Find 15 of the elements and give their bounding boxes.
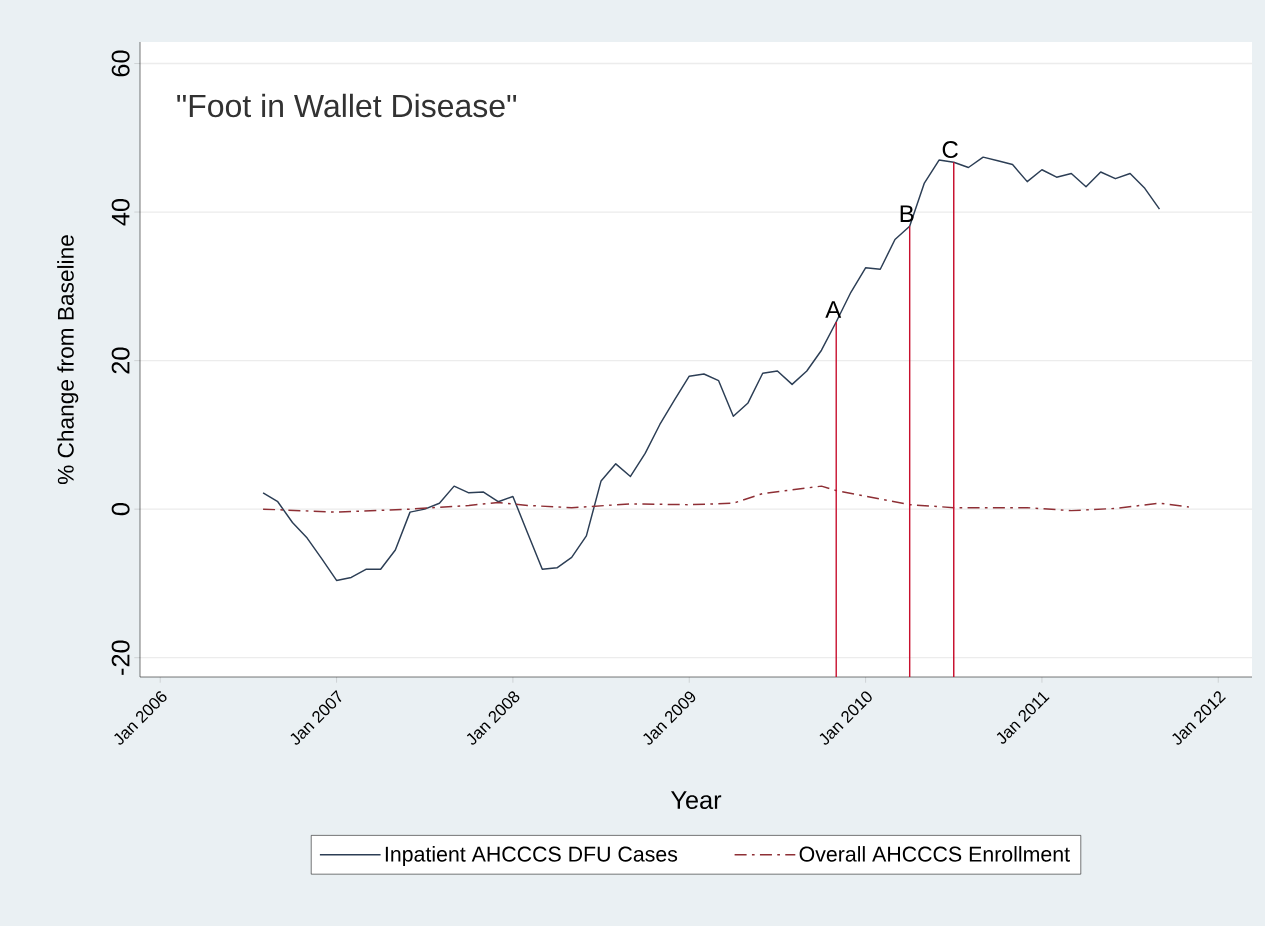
line-series [262,156,1161,582]
y-axis-title: % Change from Baseline [57,235,79,485]
legend-label: Inpatient AHCCCS DFU Cases [385,846,678,866]
ref-line-label: A [825,301,842,318]
ref-line-label: C [942,141,958,159]
y-tick-label: -20 [111,640,130,675]
y-tick-label: 40 [111,198,130,226]
y-tick-label: 0 [111,503,130,516]
y-tick-label: 60 [111,50,130,77]
annotation: "Foot in Wallet Disease" [177,93,517,118]
line-series [262,485,1190,513]
ref-line-label: B [900,205,914,222]
y-tick-label: 20 [111,347,130,374]
x-axis-title: Year [670,791,722,810]
legend-label: Overall AHCCCS Enrollment [799,846,1070,862]
